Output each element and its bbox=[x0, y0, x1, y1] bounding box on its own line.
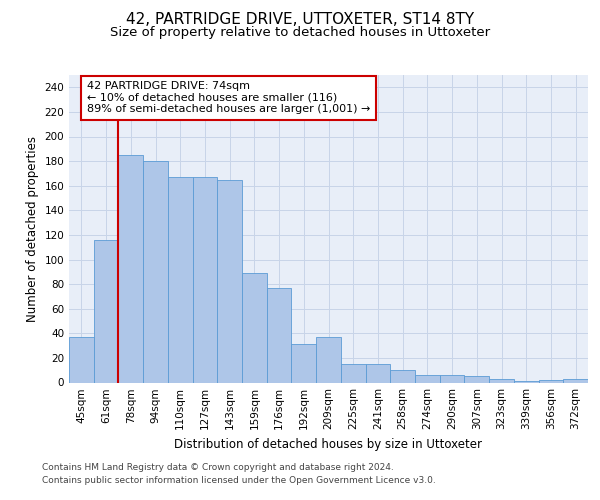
Bar bbox=[341, 364, 365, 382]
Bar bbox=[168, 177, 193, 382]
Bar bbox=[440, 375, 464, 382]
Bar bbox=[267, 288, 292, 382]
Bar bbox=[217, 180, 242, 382]
Text: Size of property relative to detached houses in Uttoxeter: Size of property relative to detached ho… bbox=[110, 26, 490, 39]
Bar bbox=[292, 344, 316, 383]
Text: Contains public sector information licensed under the Open Government Licence v3: Contains public sector information licen… bbox=[42, 476, 436, 485]
Bar bbox=[242, 273, 267, 382]
Bar bbox=[489, 379, 514, 382]
Text: Contains HM Land Registry data © Crown copyright and database right 2024.: Contains HM Land Registry data © Crown c… bbox=[42, 462, 394, 471]
Bar bbox=[539, 380, 563, 382]
X-axis label: Distribution of detached houses by size in Uttoxeter: Distribution of detached houses by size … bbox=[175, 438, 482, 451]
Text: 42, PARTRIDGE DRIVE, UTTOXETER, ST14 8TY: 42, PARTRIDGE DRIVE, UTTOXETER, ST14 8TY bbox=[126, 12, 474, 26]
Bar bbox=[563, 379, 588, 382]
Y-axis label: Number of detached properties: Number of detached properties bbox=[26, 136, 39, 322]
Bar bbox=[365, 364, 390, 382]
Bar bbox=[193, 177, 217, 382]
Bar bbox=[390, 370, 415, 382]
Bar bbox=[118, 155, 143, 382]
Bar bbox=[415, 375, 440, 382]
Bar bbox=[69, 337, 94, 382]
Text: 42 PARTRIDGE DRIVE: 74sqm
← 10% of detached houses are smaller (116)
89% of semi: 42 PARTRIDGE DRIVE: 74sqm ← 10% of detac… bbox=[87, 81, 370, 114]
Bar bbox=[464, 376, 489, 382]
Bar bbox=[94, 240, 118, 382]
Bar bbox=[143, 161, 168, 382]
Bar bbox=[316, 337, 341, 382]
